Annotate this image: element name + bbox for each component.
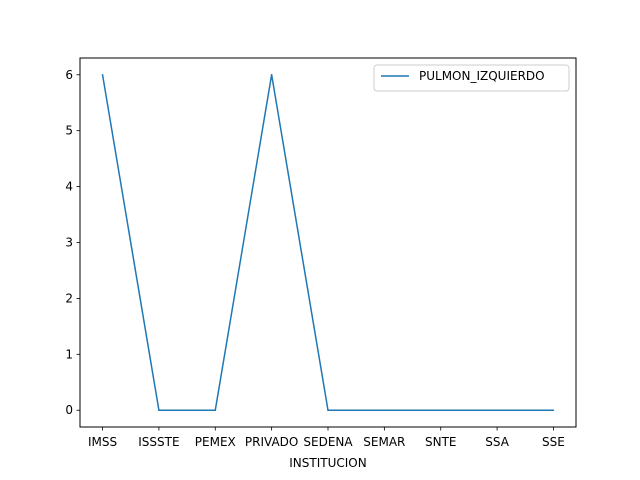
y-tick-label: 4: [65, 180, 73, 194]
x-tick-label: SEDENA: [303, 435, 353, 449]
data-point: [383, 409, 386, 411]
x-tick-label: SSE: [542, 435, 565, 449]
x-tick-label: PEMEX: [195, 435, 236, 449]
x-tick-label: PRIVADO: [245, 435, 298, 449]
x-tick-label: IMSS: [88, 435, 117, 449]
x-axis: IMSS ISSSTE PEMEX PRIVADO SEDENA SEMAR SNTE SSA…: [88, 427, 565, 449]
data-point: [214, 409, 217, 411]
y-tick-label: 2: [65, 291, 73, 305]
y-tick-label: 6: [65, 68, 73, 82]
data-point: [158, 409, 160, 411]
legend-label: PULMON_IZQUIERDO: [419, 69, 545, 83]
data-point: [270, 74, 273, 76]
data-point: [439, 409, 442, 411]
y-tick-label: 3: [65, 236, 73, 250]
data-point: [552, 409, 555, 411]
y-tick-label: 0: [65, 403, 73, 417]
legend: PULMON_IZQUIERDO: [373, 64, 570, 92]
data-point: [327, 409, 329, 411]
data-point: [496, 409, 498, 411]
x-tick-label: SSA: [485, 435, 509, 449]
series-layer: [101, 74, 555, 411]
y-tick-label: 1: [65, 347, 73, 361]
data-point: [101, 74, 104, 76]
x-axis-label: INSTITUCION: [289, 456, 366, 470]
x-tick-label: SEMAR: [363, 435, 405, 449]
y-tick-label: 5: [65, 124, 73, 138]
legend-frame: [373, 64, 570, 92]
x-tick-label: ISSSTE: [138, 435, 179, 449]
x-tick-label: SNTE: [425, 435, 457, 449]
y-axis: 0 1 2 3 4 5 6: [65, 68, 80, 417]
plot-area: [80, 58, 576, 427]
